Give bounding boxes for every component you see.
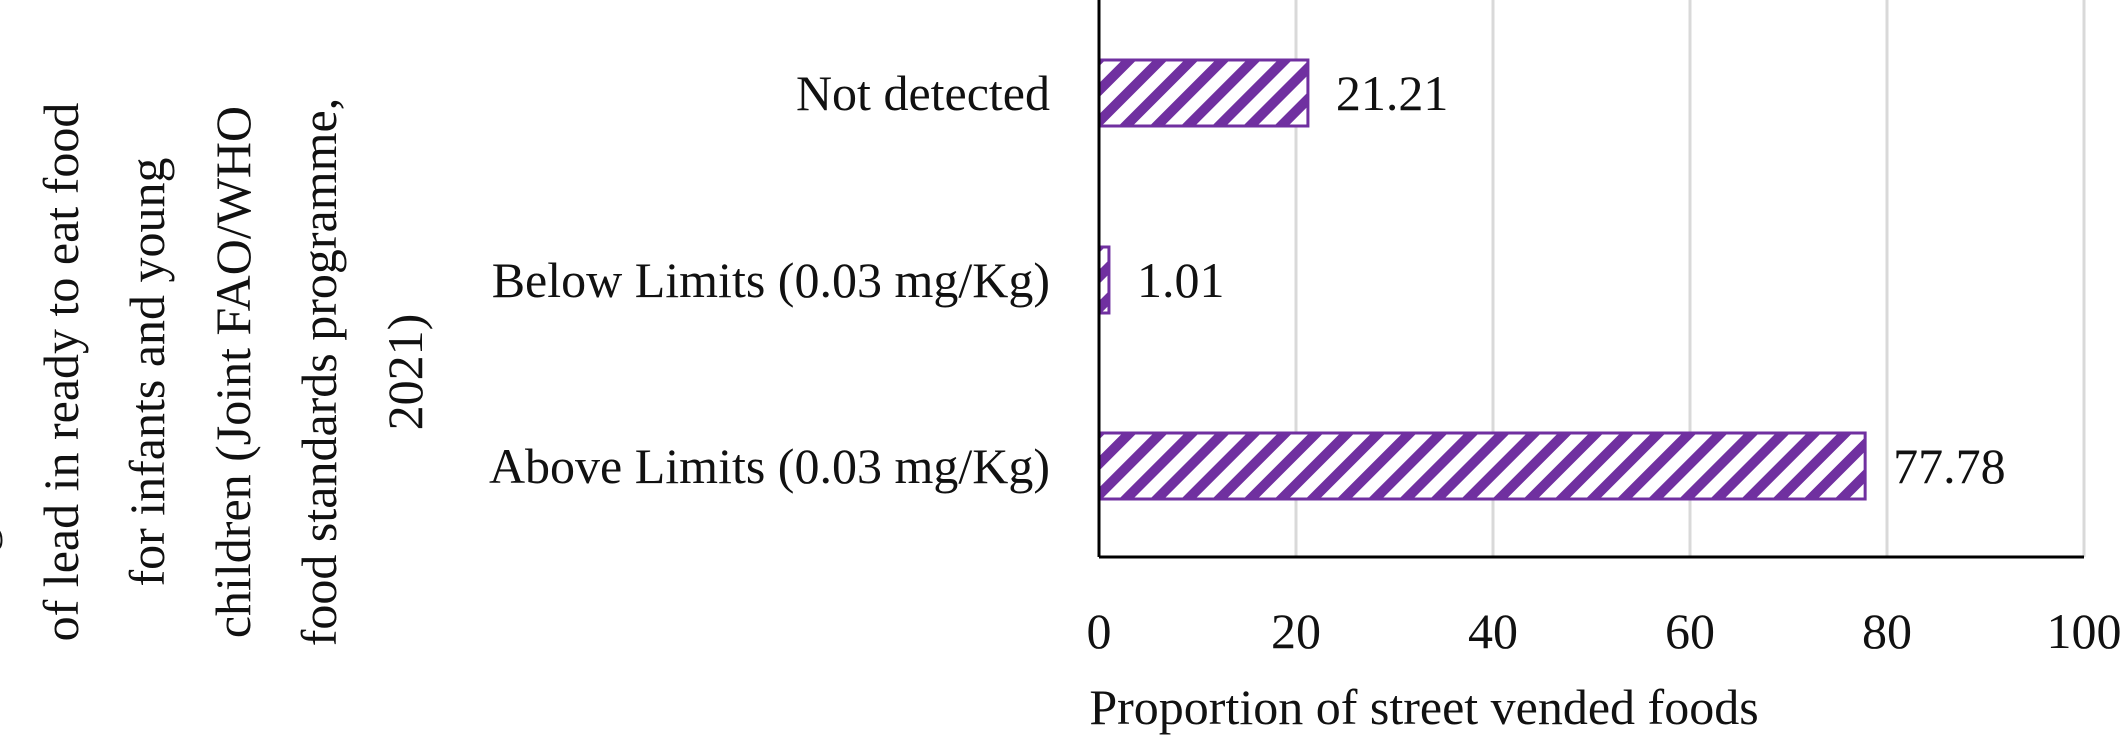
axes: [1097, 0, 2084, 559]
category-label: Above Limits (0.03 mg/Kg): [489, 438, 1050, 494]
category-label: Not detected: [796, 65, 1050, 121]
x-axis-title: Proportion of street vended foods: [1089, 679, 1758, 735]
x-tick-label: 20: [1271, 603, 1321, 659]
x-tick-label: 80: [1862, 603, 1912, 659]
x-tick-label: 40: [1468, 603, 1518, 659]
bars: [1097, 58, 1867, 501]
bar: [1097, 58, 1310, 128]
x-tick-label: 100: [2047, 603, 2122, 659]
x-tick-label: 0: [1087, 603, 1112, 659]
data-label: 77.78: [1893, 438, 2006, 494]
bar: [1097, 431, 1867, 501]
x-tick-label: 60: [1665, 603, 1715, 659]
data-label: 1.01: [1137, 252, 1225, 308]
labels: 0 20 40 60 80 100 Not detected 21.21 Below Limit…: [489, 65, 2122, 659]
category-label: Below Limits (0.03 mg/Kg): [492, 252, 1050, 308]
data-label: 21.21: [1336, 65, 1449, 121]
